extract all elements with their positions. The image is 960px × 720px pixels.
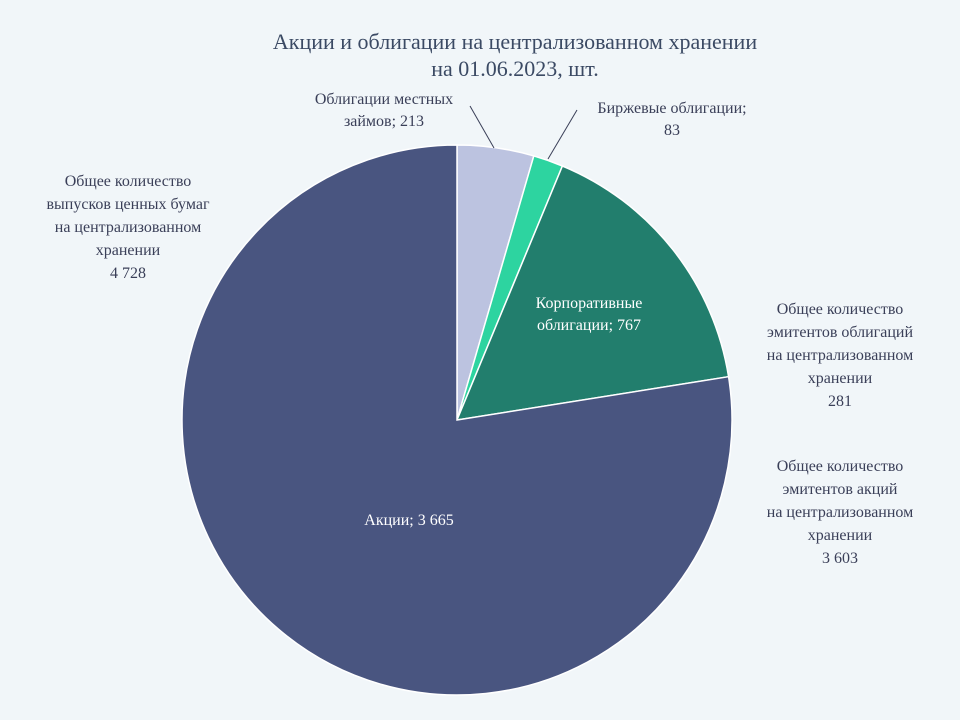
note-total-issues-line-3: на централизованном (54, 219, 202, 236)
note-bond-issuers-line-3: на централизованном (766, 347, 914, 364)
pie-slices (181, 144, 733, 696)
note-share-issuers-line-1: Общее количество (776, 458, 904, 475)
note-share-issuers-value: 3 603 (822, 550, 858, 567)
slice-label-corporate-bonds-line-1: Корпоративные (536, 295, 643, 312)
slice-label-local-bonds-line-2: займов; 213 (344, 113, 424, 130)
slice-corporate-bonds (455, 165, 730, 421)
note-total-issues-line-2: выпусков ценных бумаг (46, 196, 210, 213)
note-total-issues-value: 4 728 (110, 265, 146, 282)
note-share-issuers-line-3: на централизованном (766, 504, 914, 521)
note-bond-issuers: Общее количество эмитентов облигаций на … (740, 298, 940, 413)
note-bond-issuers-line-1: Общее количество (776, 301, 904, 318)
slice-label-exchange-bonds-line-2: 83 (664, 122, 680, 139)
chart-title-line-2: на 01.06.2023, шт. (431, 56, 599, 81)
note-bond-issuers-line-2: эмитентов облигаций (766, 324, 914, 341)
note-share-issuers-line-2: эмитентов акций (782, 481, 898, 498)
note-share-issuers-line-4: хранении (807, 527, 873, 544)
slice-label-corporate-bonds-line-2: облигации; 767 (537, 317, 641, 334)
slice-label-shares: Акции; 3 665 (364, 512, 453, 529)
note-total-issues: Общее количество выпусков ценных бумаг н… (18, 170, 238, 285)
chart-title-line-1: Акции и облигации на централизованном хр… (272, 29, 758, 54)
slice-label-exchange-bonds-line-1: Биржевые облигации; (597, 100, 746, 117)
note-total-issues-line-4: хранении (95, 242, 161, 259)
slice-label-local-bonds-line-1: Облигации местных (315, 91, 453, 108)
note-bond-issuers-line-4: хранении (807, 370, 873, 387)
slice-shares (181, 144, 733, 696)
leader-line-exchange-bonds (547, 109, 578, 160)
note-share-issuers: Общее количество эмитентов акций на цент… (740, 455, 940, 570)
leader-lines (469, 105, 578, 160)
note-bond-issuers-value: 281 (828, 393, 852, 410)
chart-title: Акции и облигации на централизованном хр… (0, 28, 960, 82)
note-total-issues-line-1: Общее количество (64, 173, 192, 190)
leader-line-local-bonds (469, 105, 495, 149)
